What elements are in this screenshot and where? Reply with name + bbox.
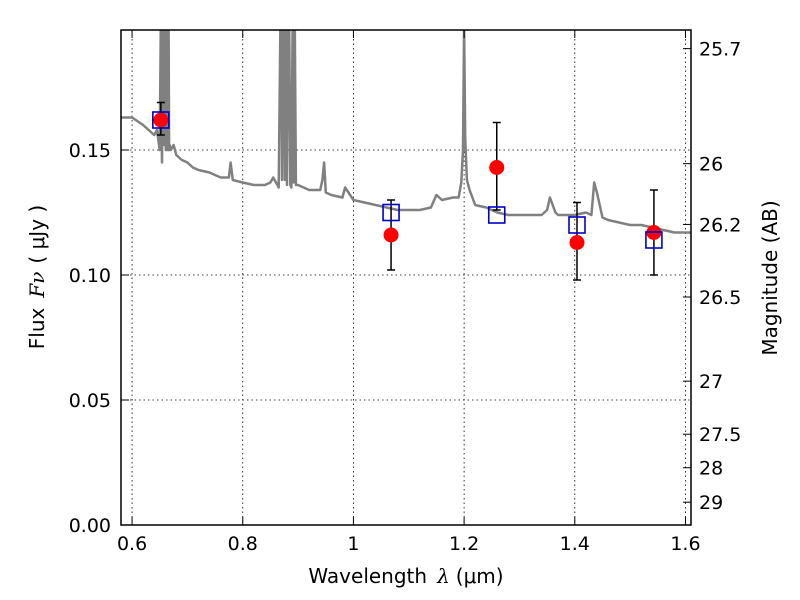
square-layer: [152, 111, 663, 249]
spectrum-line: [121, 30, 691, 234]
y2-tick-label: 28: [699, 458, 723, 480]
x-tick-label: 0.6: [117, 533, 147, 555]
tick-labels: 0.6 0.8 1 1.2 1.4 1.6 0.00 0.05 0.10 0.15 25.7 26 26…: [69, 39, 742, 555]
spectrum-layer: [121, 30, 691, 234]
x-tick-label: 1.4: [560, 533, 590, 555]
y-axis-title-symbol: Fν: [25, 272, 49, 299]
y2-tick-label: 26: [699, 154, 723, 176]
y-tick-label: 0.10: [69, 265, 111, 287]
y2-tick-label: 27.5: [699, 424, 741, 446]
model-point: [382, 203, 400, 222]
observed-point: [569, 235, 585, 250]
model-point: [568, 216, 586, 234]
y-tick-label: 0.15: [69, 140, 111, 162]
model-point: [645, 231, 663, 249]
y-axis-title-unit: ( μJy ): [25, 205, 49, 264]
x-tick-label: 1.2: [449, 533, 479, 555]
y-tick-label: 0.05: [69, 390, 111, 412]
ticks: [121, 30, 691, 526]
x-tick-label: 1.6: [670, 533, 700, 555]
observed-point: [153, 112, 169, 128]
x-tick-label: 1: [347, 533, 359, 555]
model-point: [487, 206, 506, 224]
plot-background: [121, 30, 691, 525]
y2-tick-label: 27: [699, 371, 723, 393]
model-point: [152, 111, 170, 129]
x-axis-title-prefix: Wavelength: [308, 564, 427, 588]
y2-tick-label: 26.5: [699, 287, 741, 309]
x-tick-label: 0.8: [228, 533, 258, 555]
x-axis-title: Wavelength λ (μm): [308, 564, 503, 588]
y-axis-title: Flux Fν ( μJy ): [25, 205, 49, 349]
y-tick-label: 0.00: [69, 515, 111, 537]
y2-tick-label: 25.7: [699, 39, 741, 61]
plot-frame: [120, 29, 692, 526]
plot-layer: [121, 30, 691, 281]
x-axis-title-unit: (μm): [456, 564, 504, 588]
x-axis-title-symbol: λ: [436, 564, 450, 588]
observed-point: [489, 160, 505, 175]
y-axis-title-prefix: Flux: [25, 307, 49, 349]
y2-tick-label: 26.2: [699, 214, 741, 236]
y2-axis-title: Magnitude (AB): [758, 200, 782, 355]
y2-tick-label: 29: [699, 492, 723, 514]
observed-point: [383, 227, 399, 243]
